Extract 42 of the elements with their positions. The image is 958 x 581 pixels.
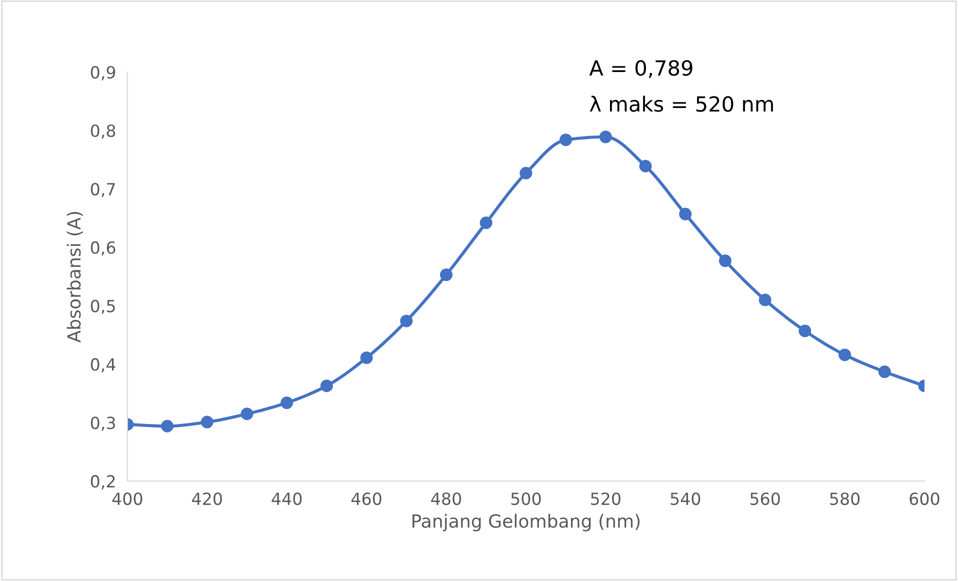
- x-tick-label: 480: [431, 492, 462, 506]
- point: [520, 166, 532, 180]
- x-axis-title: Panjang Gelombang (nm): [412, 514, 640, 532]
- point: [560, 134, 572, 146]
- point: [599, 130, 612, 144]
- point: [838, 348, 852, 362]
- y-tick-label: 0,3: [90, 416, 115, 431]
- point: [639, 160, 652, 172]
- point: [400, 314, 413, 328]
- point: [240, 408, 254, 420]
- annotation: A = 0,789: [589, 60, 692, 78]
- point: [679, 208, 692, 220]
- point: [798, 324, 812, 338]
- point: [480, 216, 492, 230]
- y-tick-label: 0,2: [90, 475, 115, 490]
- x-tick-label: 400: [112, 492, 142, 506]
- x-tick-label: 580: [830, 492, 860, 506]
- x-tick-label: 500: [511, 492, 541, 506]
- point: [440, 268, 452, 282]
- point: [878, 366, 891, 378]
- x-tick-label: 520: [591, 492, 620, 506]
- y-tick-label: 0,6: [90, 241, 116, 256]
- annotation: λ maks = 520 nm: [590, 96, 773, 112]
- x-tick-label: 600: [910, 492, 940, 506]
- point: [360, 352, 373, 364]
- point: [200, 416, 214, 428]
- y-tick-label: 0,5: [90, 300, 115, 314]
- x-tick-label: 440: [272, 492, 302, 506]
- x-tick-label: 560: [750, 492, 780, 506]
- y-tick-label: 0,4: [90, 358, 116, 372]
- y-tick-label: 0,8: [90, 124, 116, 139]
- y-tick-label: 0,7: [90, 182, 115, 198]
- point: [161, 420, 174, 432]
- x-tick-label: 540: [670, 492, 700, 506]
- x-tick-label: 420: [192, 492, 222, 506]
- y-tick-label: 0,9: [90, 66, 116, 80]
- y-axis-title: Absorbansi (A): [66, 212, 83, 343]
- point: [718, 254, 732, 268]
- point: [758, 294, 772, 306]
- x-tick-label: 460: [351, 492, 382, 506]
- point: [320, 380, 333, 392]
- point: [280, 396, 294, 410]
